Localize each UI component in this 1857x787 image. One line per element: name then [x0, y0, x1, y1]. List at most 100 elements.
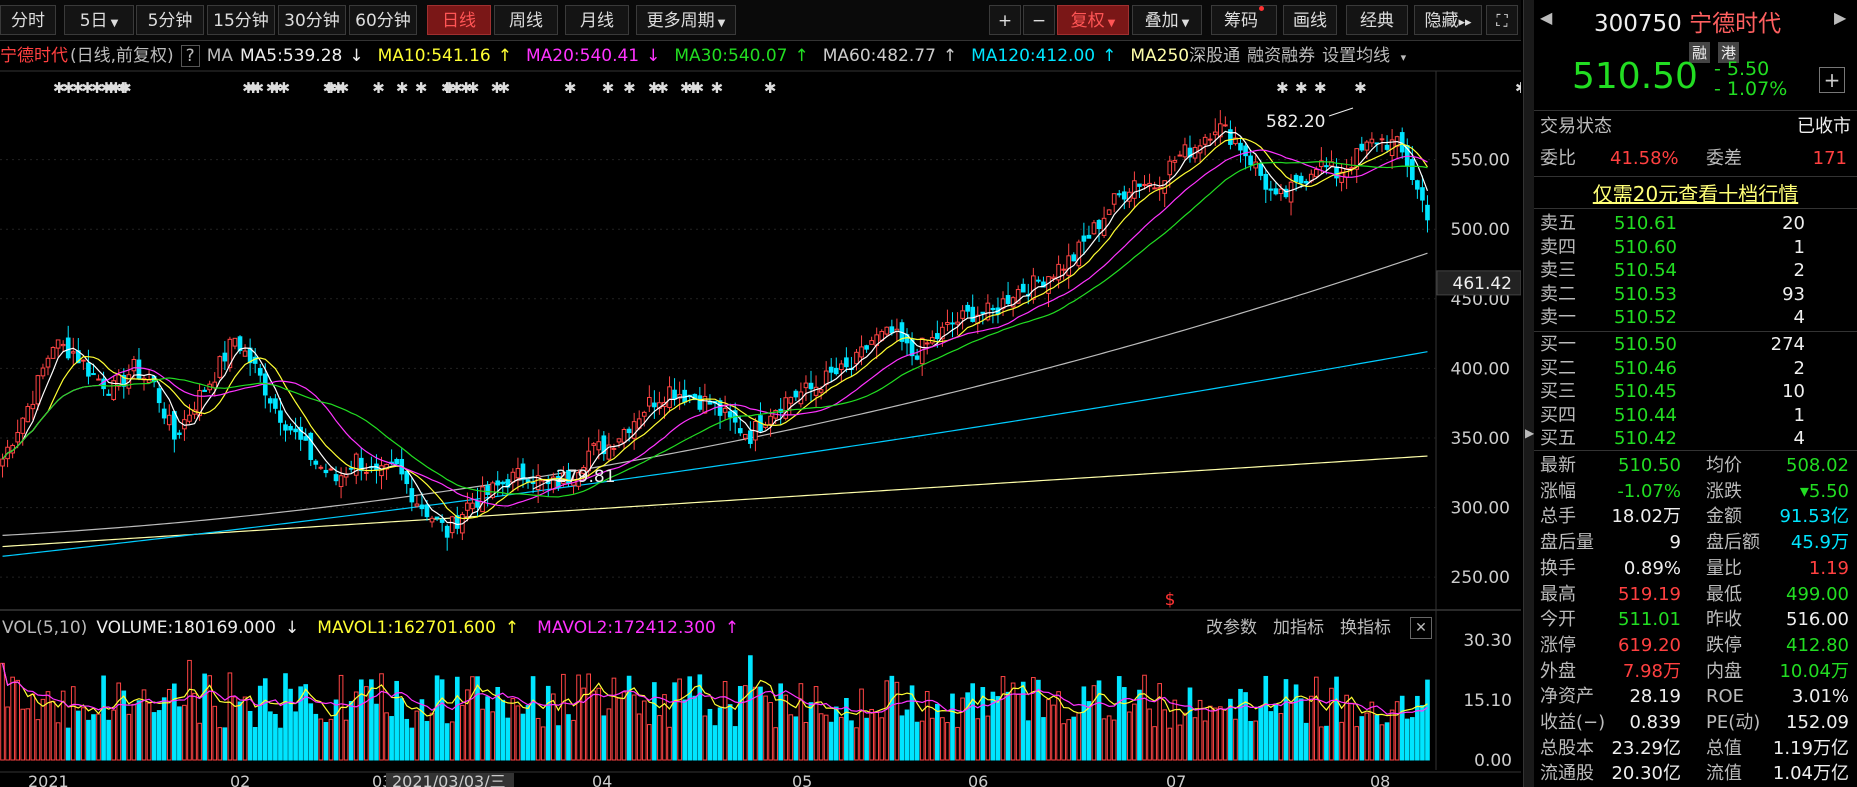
candle-body [1313, 169, 1319, 178]
volume-bar [1182, 712, 1188, 761]
volume-bar [692, 695, 698, 761]
link-margin-trading[interactable]: 融资融券 [1247, 46, 1316, 66]
tab-monthly[interactable]: 月线 [565, 5, 629, 35]
volume-bar [262, 678, 268, 761]
volume-bar [1041, 717, 1046, 761]
ma20-text: MA20:540.41 [525, 46, 640, 66]
tab-daily[interactable]: 日线 [427, 5, 491, 35]
zoom-out-button[interactable]: − [1023, 5, 1055, 35]
expand-icon[interactable]: ⛶ [1486, 5, 1518, 35]
edit-params-button[interactable]: 改参数 [1206, 618, 1257, 638]
collapse-arrow-icon[interactable]: ▶ [1525, 426, 1535, 440]
bid-price: 510.42 [1614, 428, 1677, 449]
candle-body [945, 322, 950, 325]
stock-title: 300750 宁德时代 [1594, 4, 1781, 38]
ask-row: 卖三 510.54 2 [1534, 259, 1857, 282]
period-toolbar: 分时 5日 ▼ 5分钟 15分钟 30分钟 60分钟 日线 周线 月线 更多周期 ▼… [0, 0, 1521, 41]
volume-bar [823, 714, 829, 761]
tab-more-periods[interactable]: 更多周期 ▼ [636, 5, 736, 35]
candle-body [1010, 297, 1016, 308]
volume-bar [187, 659, 192, 761]
tab-weekly[interactable]: 周线 [494, 5, 558, 35]
candle-body [1121, 191, 1127, 200]
help-button[interactable]: ? [180, 45, 200, 67]
ma10-line [2, 137, 1428, 520]
candle-body [1283, 188, 1289, 198]
link-shenzhen-connect[interactable]: 深股通 [1189, 46, 1241, 66]
ask-price: 510.54 [1614, 260, 1677, 281]
candle-body [323, 469, 329, 474]
classic-button[interactable]: 经典 [1346, 5, 1408, 35]
event-marker: ✱ [711, 79, 724, 97]
candle-body [217, 356, 223, 378]
candle-body [1207, 138, 1213, 141]
volume-bar [1273, 703, 1279, 761]
price-tick-label: 400.00 [1451, 359, 1510, 379]
candlestick-chart[interactable]: ✱✱✱✱✱✱✱✱✱✱ ✱✱✱ ✱✱✱ ✱✱✱✱ ✱ ✱ ✱ ✱✱✱✱✱ ✱✱ ✱ ✱ ✱ ✱✱ ✱✱✱ ✱ ✱… [0, 0, 1521, 787]
candle-body [480, 486, 485, 513]
candle-body [1354, 148, 1360, 170]
event-marker: ✱ [53, 79, 66, 97]
volume-bar [1081, 686, 1087, 761]
volume-bar [965, 692, 970, 761]
next-stock-icon[interactable]: ▶ [1834, 8, 1847, 27]
volume-bar [737, 685, 743, 761]
hide-button[interactable]: 隐藏▸▸ [1414, 5, 1482, 35]
volume-bar [1127, 711, 1132, 761]
candle-body [823, 370, 829, 385]
weicha-label: 委差 [1706, 148, 1742, 169]
volume-bar [742, 685, 748, 761]
rights-adjust-button[interactable]: 复权 ▼ [1057, 5, 1129, 35]
stat-value: 45.9万 [1790, 532, 1849, 554]
stats-row: 总股本 23.29亿 总值 1.19万亿 [1534, 737, 1857, 760]
candle-body [990, 307, 996, 311]
zoom-in-button[interactable]: + [989, 5, 1021, 35]
tab-15min[interactable]: 15分钟 [207, 5, 275, 35]
candle-body [338, 475, 344, 488]
volume-bar [490, 711, 495, 761]
volume-bar [1202, 720, 1208, 761]
candle-body [1086, 234, 1092, 239]
event-marker: ✱ [337, 79, 350, 97]
cursor-price-label: 461.42 [1453, 274, 1512, 294]
candle-body [166, 414, 172, 426]
stats-row: 最高 519.19 最低 499.00 [1534, 583, 1857, 606]
candle-body [1142, 183, 1147, 186]
stat-value: 20.30亿 [1611, 763, 1681, 785]
volume-bar [520, 713, 526, 761]
add-watchlist-button[interactable]: + [1819, 67, 1845, 93]
candle-body [65, 337, 71, 359]
level2-promo-link[interactable]: 仅需20元查看十档行情 [1592, 182, 1799, 206]
tab-5day[interactable]: 5日 ▼ [64, 5, 134, 35]
volume-bar [839, 716, 844, 761]
draw-line-button[interactable]: 画线 [1283, 5, 1337, 35]
volume-bar [268, 711, 273, 761]
tab-30min[interactable]: 30分钟 [278, 5, 346, 35]
volume-bar [1142, 674, 1147, 761]
volume-bar [15, 679, 21, 761]
switch-indicator-button[interactable]: 换指标 [1340, 618, 1391, 638]
volume-bar [732, 726, 738, 761]
status-label: 交易状态 [1540, 116, 1612, 137]
chips-button[interactable]: 筹码 [1211, 5, 1277, 35]
tab-5min[interactable]: 5分钟 [136, 5, 204, 35]
tab-intraday[interactable]: 分时 [0, 5, 56, 35]
add-indicator-button[interactable]: 加指标 [1273, 618, 1324, 638]
event-marker: ✱ [648, 79, 661, 97]
volume-bar [65, 727, 71, 761]
candle-body [1132, 180, 1137, 199]
volume-bar [545, 685, 551, 761]
close-icon[interactable]: ✕ [1410, 617, 1432, 639]
candle-body [242, 350, 248, 357]
ma-settings-button[interactable]: 设置均线 ▾ [1322, 46, 1413, 66]
candle-body [308, 432, 314, 460]
tab-60min[interactable]: 60分钟 [349, 5, 417, 35]
prev-stock-icon[interactable]: ◀ [1540, 8, 1553, 27]
volume-bar [1025, 720, 1031, 761]
price-change: - 5.50 [1714, 58, 1770, 80]
date-cursor-box [386, 773, 514, 787]
volume-bar [364, 686, 369, 761]
event-marker: ✱ [467, 79, 480, 97]
volume-bar [470, 676, 475, 761]
overlay-button[interactable]: 叠加 ▼ [1132, 5, 1202, 35]
